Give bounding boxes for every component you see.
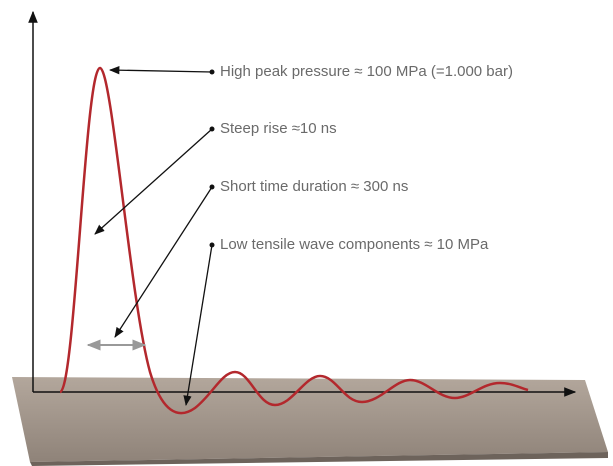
arrow [110,70,212,72]
dot [210,185,215,190]
diagram: High peak pressure ≈ 100 MPa (=1.000 bar… [0,0,613,466]
arrow [115,187,212,337]
dot [210,127,215,132]
annotation: Short time duration ≈ 300 ns [220,178,408,195]
annotation: Low tensile wave components ≈ 10 MPa [220,236,489,253]
dot [210,243,215,248]
platform [12,377,608,462]
dot [210,70,215,75]
arrow [95,129,212,234]
annotation: High peak pressure ≈ 100 MPa (=1.000 bar… [220,63,513,80]
annotation: Steep rise ≈10 ns [220,120,337,137]
